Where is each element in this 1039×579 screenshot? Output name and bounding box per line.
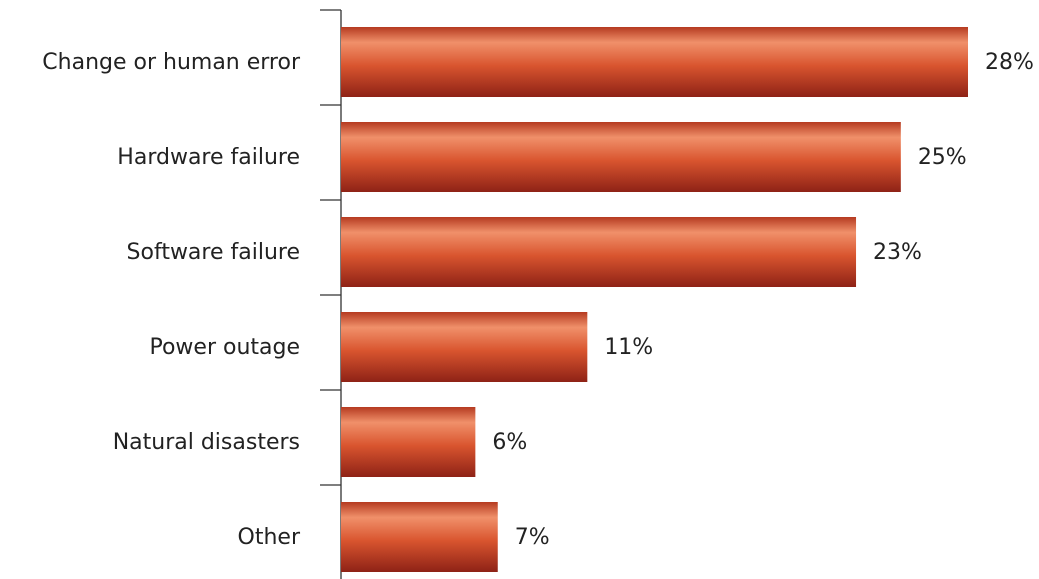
value-label: 28% bbox=[985, 50, 1034, 75]
bar bbox=[341, 122, 901, 192]
bar bbox=[341, 502, 498, 572]
bar bbox=[341, 217, 857, 287]
bar bbox=[341, 407, 476, 477]
y-tick-label: Natural disasters bbox=[113, 430, 300, 455]
value-label: 7% bbox=[515, 525, 550, 550]
value-label: 23% bbox=[873, 240, 922, 265]
bar bbox=[341, 312, 588, 382]
y-tick-label: Hardware failure bbox=[117, 145, 300, 170]
value-label: 11% bbox=[604, 335, 653, 360]
value-label: 25% bbox=[918, 145, 967, 170]
value-label: 6% bbox=[492, 430, 527, 455]
y-tick-label: Power outage bbox=[149, 335, 300, 360]
y-tick-label: Software failure bbox=[127, 240, 300, 265]
y-tick-label: Change or human error bbox=[42, 50, 301, 75]
y-tick-label: Other bbox=[238, 525, 301, 550]
bar bbox=[341, 27, 968, 97]
